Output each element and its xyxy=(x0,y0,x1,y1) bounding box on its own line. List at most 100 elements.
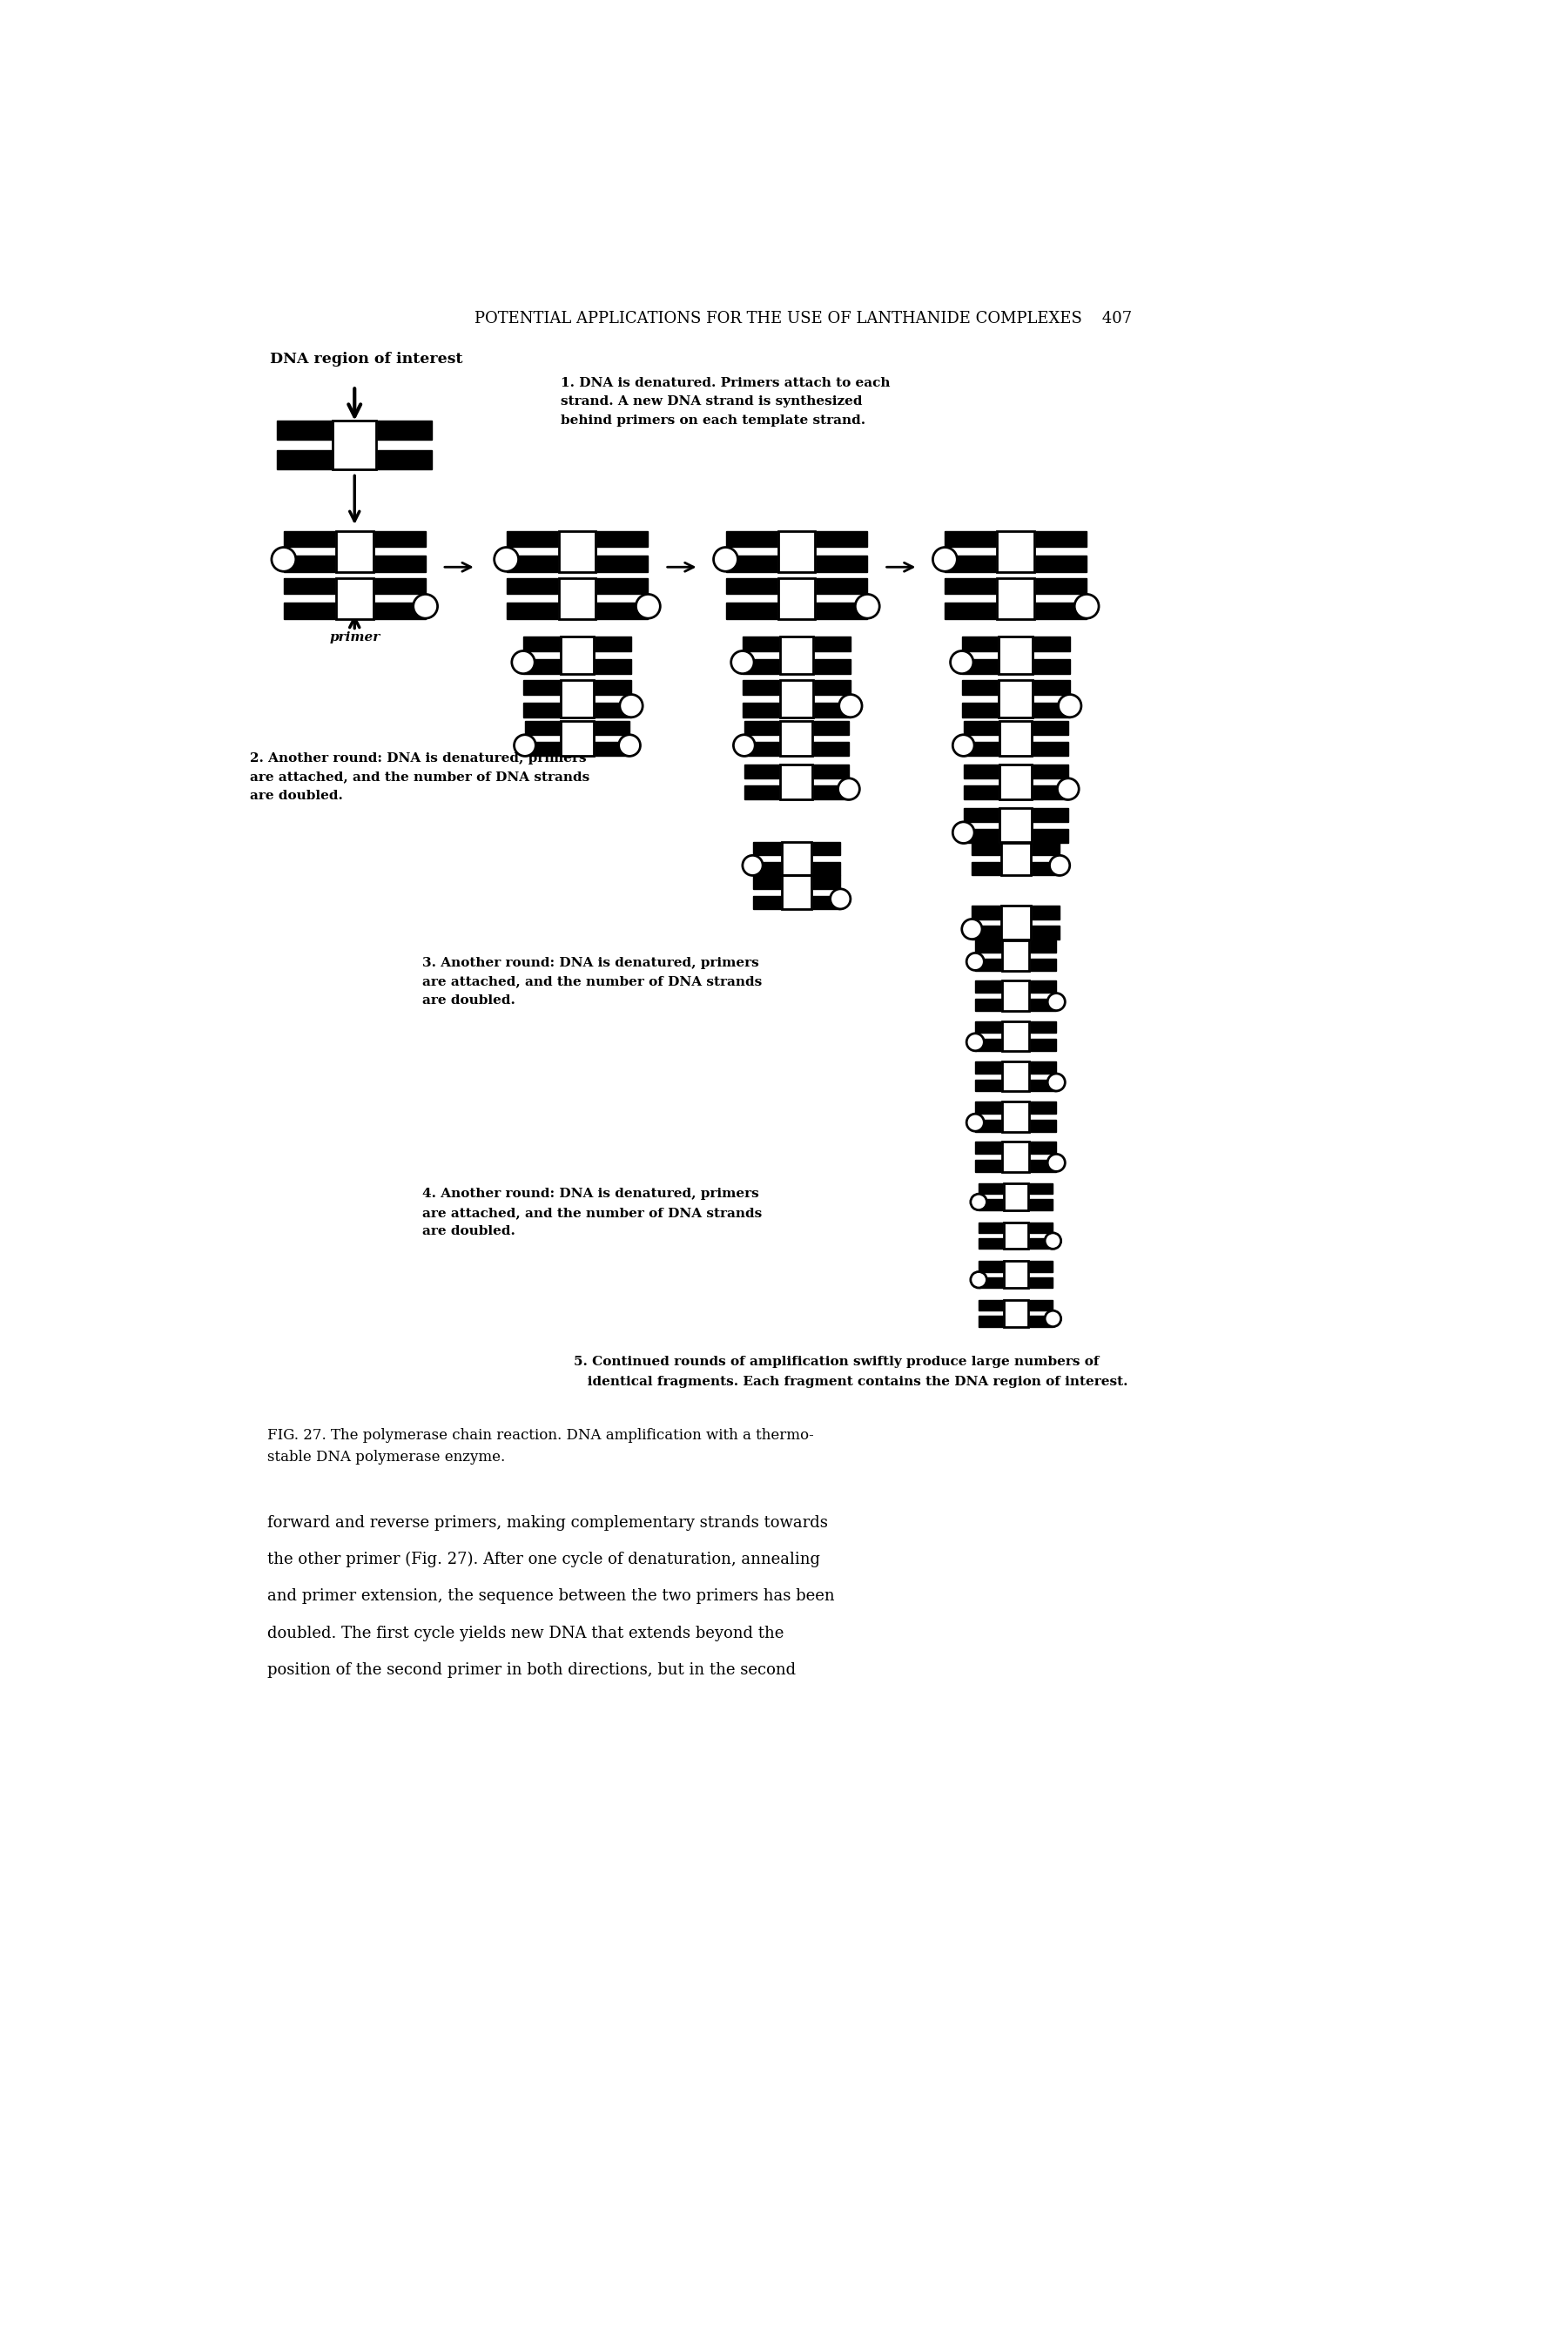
Bar xyxy=(999,679,1033,717)
Circle shape xyxy=(1047,1154,1065,1171)
Bar xyxy=(781,764,812,799)
Bar xyxy=(781,722,812,757)
Bar xyxy=(972,863,1060,875)
Bar xyxy=(278,451,433,470)
Bar xyxy=(1002,1060,1029,1091)
Bar xyxy=(524,637,632,651)
Bar xyxy=(999,679,1033,717)
Bar xyxy=(975,980,1057,992)
Circle shape xyxy=(619,694,643,717)
Text: stable DNA polymerase enzyme.: stable DNA polymerase enzyme. xyxy=(267,1448,505,1465)
Bar xyxy=(561,722,593,757)
Circle shape xyxy=(966,1114,985,1131)
Bar xyxy=(558,578,596,618)
Bar xyxy=(743,703,850,717)
Bar xyxy=(1000,764,1032,799)
Bar xyxy=(753,842,840,856)
Bar xyxy=(560,637,594,675)
Bar xyxy=(978,1223,1054,1232)
Bar xyxy=(1004,1300,1029,1326)
Bar xyxy=(975,1060,1057,1074)
Circle shape xyxy=(511,651,535,675)
Bar xyxy=(284,602,425,618)
Bar xyxy=(975,1119,1057,1131)
Bar xyxy=(778,578,815,618)
Bar xyxy=(779,637,814,675)
Bar xyxy=(946,531,1087,548)
Bar xyxy=(779,637,814,675)
Bar xyxy=(782,842,811,875)
Text: strand. A new DNA strand is synthesized: strand. A new DNA strand is synthesized xyxy=(560,395,862,407)
Bar xyxy=(978,1239,1054,1248)
Circle shape xyxy=(1044,1310,1062,1326)
Text: the other primer (Fig. 27). After one cycle of denaturation, annealing: the other primer (Fig. 27). After one cy… xyxy=(267,1552,820,1568)
Bar xyxy=(1000,905,1030,938)
Bar xyxy=(975,959,1057,971)
Text: are attached, and the number of DNA strands: are attached, and the number of DNA stra… xyxy=(249,771,590,783)
Circle shape xyxy=(933,548,956,571)
Bar xyxy=(560,679,594,717)
Circle shape xyxy=(1058,694,1082,717)
Bar xyxy=(975,1079,1057,1091)
Bar xyxy=(997,531,1035,571)
Circle shape xyxy=(637,595,660,618)
Bar xyxy=(1002,1020,1029,1051)
Circle shape xyxy=(961,919,982,938)
Text: 1. DNA is denatured. Primers attach to each: 1. DNA is denatured. Primers attach to e… xyxy=(560,376,891,388)
Bar xyxy=(561,722,593,757)
Bar xyxy=(525,722,629,736)
Bar xyxy=(1004,1223,1029,1248)
Bar xyxy=(278,421,433,440)
Bar xyxy=(972,905,1060,919)
Text: position of the second primer in both directions, but in the second: position of the second primer in both di… xyxy=(267,1662,795,1679)
Bar xyxy=(963,743,1068,757)
Circle shape xyxy=(1047,992,1065,1011)
Circle shape xyxy=(271,548,296,571)
Bar xyxy=(978,1183,1054,1194)
Text: are doubled.: are doubled. xyxy=(422,1225,514,1237)
Circle shape xyxy=(971,1194,986,1211)
Bar xyxy=(336,578,373,618)
Text: identical fragments. Each fragment contains the DNA region of interest.: identical fragments. Each fragment conta… xyxy=(574,1375,1127,1387)
Bar xyxy=(726,578,867,595)
Bar xyxy=(1000,842,1030,875)
Bar xyxy=(726,555,867,571)
Bar xyxy=(284,555,425,571)
Bar xyxy=(963,809,1068,823)
Circle shape xyxy=(953,736,974,757)
Bar xyxy=(782,875,811,910)
Bar xyxy=(1004,1223,1029,1248)
Circle shape xyxy=(731,651,754,675)
Text: are doubled.: are doubled. xyxy=(422,994,514,1006)
Circle shape xyxy=(494,548,519,571)
Circle shape xyxy=(414,595,437,618)
Bar xyxy=(961,658,1069,675)
Circle shape xyxy=(971,1272,986,1288)
Circle shape xyxy=(1057,778,1079,799)
Bar xyxy=(946,602,1087,618)
Circle shape xyxy=(619,736,640,757)
Bar xyxy=(1002,1060,1029,1091)
Circle shape xyxy=(1074,595,1099,618)
Bar xyxy=(975,1020,1057,1032)
Bar xyxy=(1000,842,1030,875)
Bar xyxy=(782,875,811,910)
Bar xyxy=(506,602,648,618)
Bar xyxy=(946,578,1087,595)
Bar xyxy=(524,679,632,694)
Bar xyxy=(745,722,848,736)
Bar xyxy=(963,785,1068,799)
Bar xyxy=(558,578,596,618)
Bar xyxy=(753,896,840,910)
Bar xyxy=(782,842,811,875)
Bar xyxy=(963,830,1068,844)
Bar xyxy=(1002,940,1029,971)
Circle shape xyxy=(855,595,880,618)
Circle shape xyxy=(1044,1232,1062,1248)
Bar xyxy=(1002,980,1029,1011)
Bar xyxy=(1000,809,1032,844)
Circle shape xyxy=(1047,1074,1065,1091)
Circle shape xyxy=(829,889,850,910)
Bar xyxy=(1004,1183,1029,1211)
Bar xyxy=(997,578,1035,618)
